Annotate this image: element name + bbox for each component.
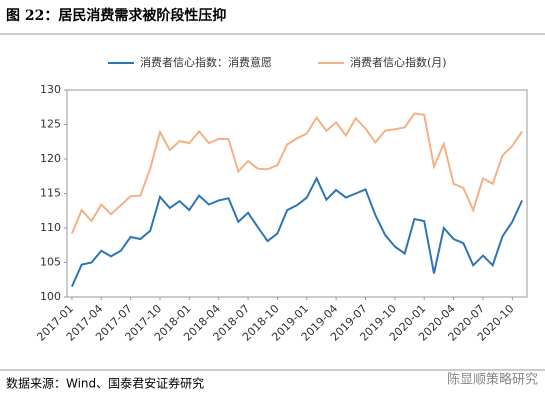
series-line: [70, 175, 524, 288]
y-tick-label: 115: [40, 187, 61, 200]
y-tick-label: 105: [40, 256, 61, 269]
y-tick-label: 130: [40, 83, 61, 96]
chart-title: 图 22：居民消费需求被阶段性压抑: [6, 7, 226, 24]
plot-frame: [66, 89, 528, 298]
watermark: 陈显顺策略研究: [447, 372, 538, 388]
y-tick-label: 120: [40, 152, 61, 165]
y-tick-label: 100: [40, 290, 61, 303]
y-tick-label: 125: [40, 118, 61, 131]
legend-label: 消费者信心指数(月): [350, 55, 447, 69]
y-tick-label: 110: [40, 221, 61, 234]
series-line: [70, 112, 523, 234]
source: 数据来源：Wind、国泰君安证券研究: [6, 376, 204, 391]
legend-label: 消费者信心指数：消费意愿: [140, 55, 272, 69]
